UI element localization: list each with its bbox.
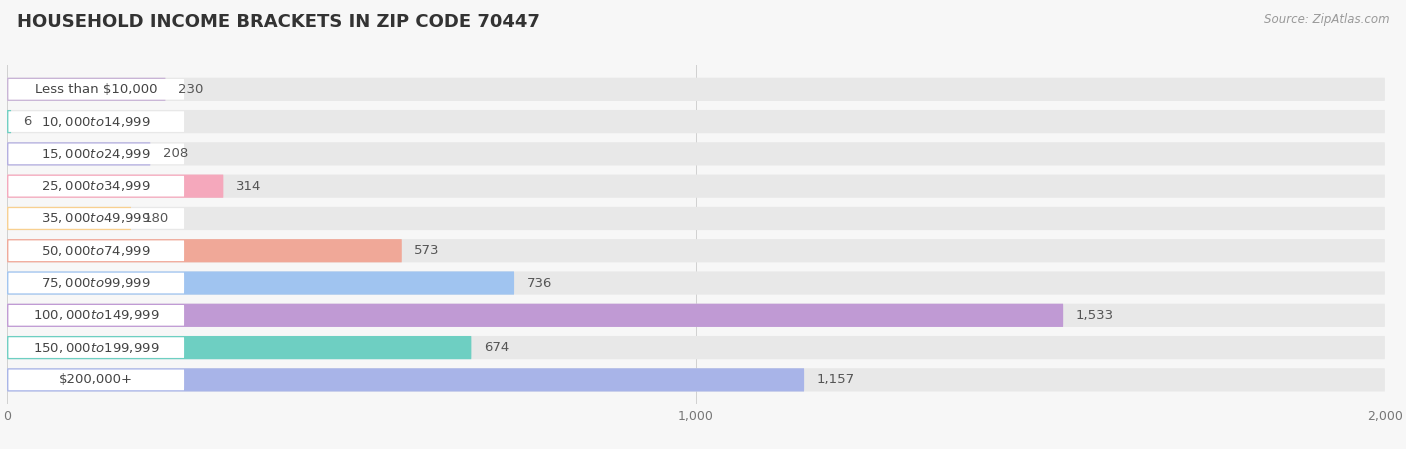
FancyBboxPatch shape bbox=[8, 79, 184, 100]
Text: HOUSEHOLD INCOME BRACKETS IN ZIP CODE 70447: HOUSEHOLD INCOME BRACKETS IN ZIP CODE 70… bbox=[17, 13, 540, 31]
FancyBboxPatch shape bbox=[8, 176, 184, 197]
Text: $10,000 to $14,999: $10,000 to $14,999 bbox=[41, 114, 150, 128]
Text: 180: 180 bbox=[143, 212, 169, 225]
FancyBboxPatch shape bbox=[8, 208, 184, 229]
Text: 573: 573 bbox=[415, 244, 440, 257]
Text: $15,000 to $24,999: $15,000 to $24,999 bbox=[41, 147, 150, 161]
Text: Less than $10,000: Less than $10,000 bbox=[35, 83, 157, 96]
Text: 1,157: 1,157 bbox=[817, 374, 855, 387]
FancyBboxPatch shape bbox=[7, 304, 1385, 327]
Text: 736: 736 bbox=[526, 277, 553, 290]
FancyBboxPatch shape bbox=[7, 142, 1385, 166]
FancyBboxPatch shape bbox=[7, 336, 471, 359]
Text: $100,000 to $149,999: $100,000 to $149,999 bbox=[32, 308, 159, 322]
FancyBboxPatch shape bbox=[7, 368, 1385, 392]
FancyBboxPatch shape bbox=[8, 240, 184, 261]
FancyBboxPatch shape bbox=[7, 368, 804, 392]
FancyBboxPatch shape bbox=[7, 110, 1385, 133]
FancyBboxPatch shape bbox=[7, 175, 1385, 198]
FancyBboxPatch shape bbox=[8, 144, 184, 164]
FancyBboxPatch shape bbox=[7, 175, 224, 198]
FancyBboxPatch shape bbox=[7, 207, 131, 230]
Text: $200,000+: $200,000+ bbox=[59, 374, 134, 387]
Text: 674: 674 bbox=[484, 341, 509, 354]
FancyBboxPatch shape bbox=[7, 207, 1385, 230]
FancyBboxPatch shape bbox=[8, 305, 184, 326]
Text: $75,000 to $99,999: $75,000 to $99,999 bbox=[41, 276, 150, 290]
FancyBboxPatch shape bbox=[7, 78, 1385, 101]
Text: $35,000 to $49,999: $35,000 to $49,999 bbox=[41, 211, 150, 225]
FancyBboxPatch shape bbox=[7, 271, 1385, 295]
FancyBboxPatch shape bbox=[7, 304, 1063, 327]
Text: 1,533: 1,533 bbox=[1076, 309, 1114, 322]
Text: Source: ZipAtlas.com: Source: ZipAtlas.com bbox=[1264, 13, 1389, 26]
FancyBboxPatch shape bbox=[7, 78, 166, 101]
FancyBboxPatch shape bbox=[7, 239, 1385, 262]
Text: $50,000 to $74,999: $50,000 to $74,999 bbox=[41, 244, 150, 258]
FancyBboxPatch shape bbox=[8, 273, 184, 293]
Text: 6: 6 bbox=[24, 115, 32, 128]
FancyBboxPatch shape bbox=[8, 337, 184, 358]
FancyBboxPatch shape bbox=[8, 111, 184, 132]
FancyBboxPatch shape bbox=[7, 271, 515, 295]
FancyBboxPatch shape bbox=[7, 110, 11, 133]
FancyBboxPatch shape bbox=[8, 370, 184, 390]
FancyBboxPatch shape bbox=[7, 239, 402, 262]
FancyBboxPatch shape bbox=[7, 142, 150, 166]
Text: 230: 230 bbox=[179, 83, 204, 96]
Text: 314: 314 bbox=[236, 180, 262, 193]
Text: $150,000 to $199,999: $150,000 to $199,999 bbox=[32, 341, 159, 355]
Text: 208: 208 bbox=[163, 147, 188, 160]
Text: $25,000 to $34,999: $25,000 to $34,999 bbox=[41, 179, 150, 193]
FancyBboxPatch shape bbox=[7, 336, 1385, 359]
